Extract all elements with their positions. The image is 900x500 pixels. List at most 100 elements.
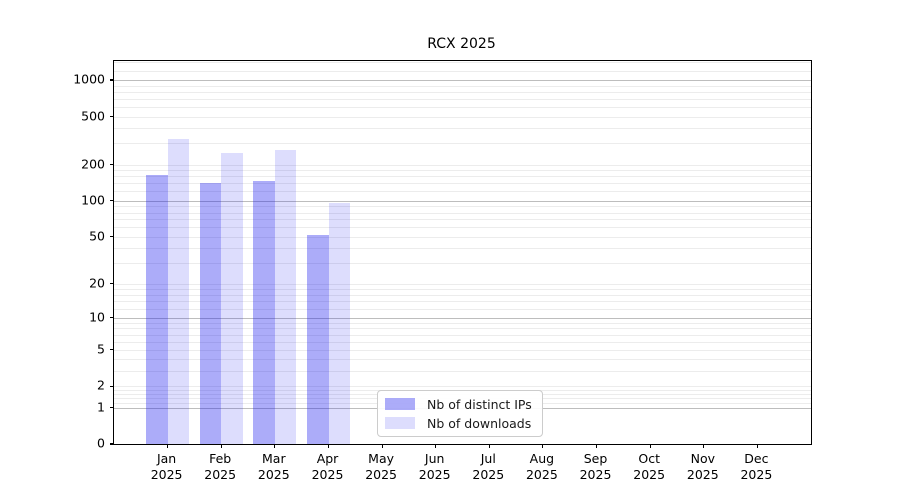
x-tick-mark bbox=[649, 444, 651, 448]
gridline-minor bbox=[114, 371, 811, 372]
gridline bbox=[114, 80, 811, 81]
y-tick-mark bbox=[109, 317, 114, 319]
gridline-minor bbox=[114, 359, 811, 361]
bar-distinct-ips-apr bbox=[307, 234, 329, 444]
y-tick-mark bbox=[109, 164, 114, 166]
x-tick-mark bbox=[220, 444, 222, 448]
gridline-minor bbox=[114, 98, 811, 100]
x-tick-label: Aug 2025 bbox=[525, 451, 558, 482]
gridline-minor bbox=[114, 308, 811, 310]
chart-title: RCX 2025 bbox=[427, 36, 496, 52]
x-tick-label: May 2025 bbox=[365, 451, 397, 482]
y-tick-label: 5 bbox=[97, 341, 105, 357]
y-tick-mark bbox=[109, 443, 114, 445]
y-tick-mark bbox=[109, 200, 114, 202]
y-tick-label: 1000 bbox=[73, 71, 105, 87]
gridline-minor bbox=[114, 183, 811, 185]
x-tick-label: Mar 2025 bbox=[257, 451, 290, 482]
x-tick-mark bbox=[167, 444, 169, 448]
y-tick-mark bbox=[109, 349, 114, 351]
y-tick-mark bbox=[109, 385, 114, 387]
gridline-minor bbox=[114, 106, 811, 108]
x-tick-mark bbox=[435, 444, 437, 448]
y-axis-labels: 0 1 2 5 10 20 50 100 200 500 1000 bbox=[0, 60, 105, 451]
gridline-minor bbox=[114, 288, 811, 290]
plot-area bbox=[109, 60, 812, 448]
x-tick-label: Jun 2025 bbox=[418, 451, 451, 482]
gridline-minor bbox=[114, 91, 811, 93]
gridline-minor bbox=[114, 143, 811, 145]
bar-distinct-ips-jan bbox=[146, 175, 168, 444]
legend-item-downloads: Nb of downloads bbox=[385, 416, 542, 431]
y-tick-label: 2 bbox=[97, 377, 105, 393]
bar-downloads-jan bbox=[167, 139, 190, 444]
legend: Nb of distinct IPs Nb of downloads bbox=[377, 390, 543, 437]
bar-downloads-mar bbox=[274, 149, 297, 444]
gridline bbox=[114, 386, 811, 388]
bar-downloads-apr bbox=[328, 202, 350, 444]
bar-distinct-ips-feb bbox=[199, 182, 222, 444]
x-tick-label: Nov 2025 bbox=[686, 451, 719, 482]
gridline-minor bbox=[114, 219, 811, 221]
legend-item-distinct-ips: Nb of distinct IPs bbox=[385, 397, 542, 412]
gridline bbox=[114, 317, 811, 319]
y-tick-label: 100 bbox=[81, 192, 105, 208]
y-tick-label: 1 bbox=[97, 399, 105, 414]
gridline-minor bbox=[114, 176, 811, 178]
x-tick-label: Oct 2025 bbox=[633, 451, 666, 482]
gridline bbox=[114, 116, 811, 118]
x-tick-mark bbox=[756, 444, 758, 448]
x-tick-mark bbox=[274, 444, 276, 448]
gridline-minor bbox=[114, 248, 811, 250]
x-tick-label: Jul 2025 bbox=[472, 451, 505, 482]
gridline bbox=[114, 349, 811, 351]
gridline-minor bbox=[114, 294, 811, 296]
downloads-swatch bbox=[385, 417, 415, 429]
x-tick-mark bbox=[595, 444, 598, 448]
y-tick-mark bbox=[109, 115, 114, 118]
y-tick-label: 200 bbox=[81, 156, 105, 172]
x-tick-mark bbox=[327, 444, 330, 448]
x-tick-mark bbox=[542, 444, 544, 448]
x-tick-label: Apr 2025 bbox=[311, 451, 344, 482]
y-tick-mark bbox=[109, 406, 114, 409]
y-tick-label: 50 bbox=[89, 228, 105, 244]
gridline-minor bbox=[114, 263, 811, 265]
bar-downloads-feb bbox=[221, 152, 243, 444]
gridline-minor bbox=[114, 212, 811, 214]
bar-distinct-ips-mar bbox=[253, 180, 275, 444]
gridline bbox=[114, 236, 811, 238]
gridline-minor bbox=[114, 227, 811, 229]
y-tick-label: 10 bbox=[89, 309, 105, 325]
gridline bbox=[114, 200, 811, 202]
gridline-minor bbox=[114, 70, 811, 72]
gridline-minor bbox=[114, 341, 811, 343]
legend-label: Nb of downloads bbox=[427, 415, 532, 431]
gridline-minor bbox=[114, 170, 811, 172]
gridline-minor bbox=[114, 301, 811, 303]
gridline-minor bbox=[114, 328, 811, 330]
x-tick-label: Feb 2025 bbox=[204, 451, 237, 482]
x-tick-label: Dec 2025 bbox=[740, 451, 773, 482]
y-tick-label: 500 bbox=[81, 108, 105, 123]
gridline-minor bbox=[114, 62, 811, 64]
gridline-minor bbox=[114, 85, 811, 87]
gridline bbox=[114, 164, 811, 166]
legend-label: Nb of distinct IPs bbox=[427, 396, 532, 412]
gridline-minor bbox=[114, 191, 811, 193]
distinct-ips-swatch bbox=[385, 398, 415, 410]
gridline-minor bbox=[114, 322, 811, 324]
gridline-minor bbox=[114, 206, 811, 208]
x-tick-mark bbox=[488, 444, 490, 448]
gridline-minor bbox=[114, 334, 811, 336]
x-axis-labels: Jan 2025 Feb 2025 Mar 2025 Apr 2025 May 2025… bbox=[113, 451, 810, 491]
y-tick-mark bbox=[109, 283, 114, 285]
y-tick-mark bbox=[109, 79, 114, 81]
y-tick-mark bbox=[109, 236, 114, 238]
gridline-minor bbox=[114, 128, 811, 130]
x-tick-label: Jan 2025 bbox=[150, 451, 183, 482]
y-tick-label: 20 bbox=[89, 275, 105, 291]
y-tick-label: 0 bbox=[97, 435, 105, 451]
x-tick-mark bbox=[703, 444, 705, 448]
